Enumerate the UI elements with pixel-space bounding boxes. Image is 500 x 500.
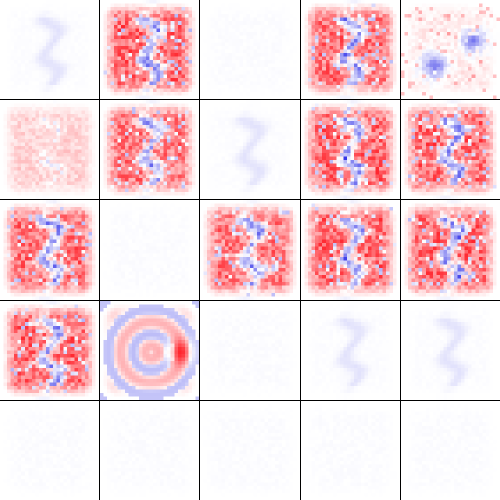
- saliency-tile: [300, 200, 400, 300]
- saliency-tile: [100, 0, 200, 100]
- saliency-tile: [0, 200, 100, 300]
- saliency-tile: [100, 300, 200, 400]
- saliency-heatmap: [300, 0, 400, 100]
- saliency-tile: [400, 300, 500, 400]
- saliency-heatmap: [300, 400, 400, 500]
- saliency-heatmap: [300, 100, 400, 200]
- saliency-heatmap: [200, 100, 300, 200]
- saliency-tile: [0, 300, 100, 400]
- saliency-heatmap: [100, 400, 200, 500]
- saliency-heatmap: [200, 300, 300, 400]
- saliency-heatmap: [100, 200, 200, 300]
- saliency-heatmap: [400, 300, 500, 400]
- saliency-tile: [400, 100, 500, 200]
- saliency-tile: [300, 0, 400, 100]
- saliency-tile: [0, 0, 100, 100]
- saliency-tile: [200, 100, 300, 200]
- saliency-tile: [200, 400, 300, 500]
- saliency-tile: [400, 200, 500, 300]
- saliency-heatmap: [400, 0, 500, 100]
- saliency-heatmap: [100, 300, 200, 400]
- saliency-heatmap: [0, 100, 100, 200]
- saliency-tile: [100, 100, 200, 200]
- saliency-heatmap: [100, 0, 200, 100]
- saliency-tile: [100, 200, 200, 300]
- saliency-tile: [0, 100, 100, 200]
- saliency-tile: [200, 200, 300, 300]
- saliency-tile: [400, 400, 500, 500]
- saliency-heatmap: [400, 100, 500, 200]
- saliency-tile: [300, 100, 400, 200]
- saliency-heatmap: [400, 200, 500, 300]
- saliency-heatmap: [0, 0, 100, 100]
- saliency-tile: [300, 400, 400, 500]
- saliency-heatmap: [0, 200, 100, 300]
- saliency-heatmap: [0, 400, 100, 500]
- saliency-heatmap: [200, 200, 300, 300]
- saliency-heatmap: [300, 200, 400, 300]
- saliency-heatmap: [400, 400, 500, 500]
- saliency-tile: [200, 300, 300, 400]
- saliency-heatmap: [300, 300, 400, 400]
- saliency-tile: [0, 400, 100, 500]
- saliency-tile: [200, 0, 300, 100]
- saliency-tile: [400, 0, 500, 100]
- saliency-tile: [300, 300, 400, 400]
- saliency-heatmap: [200, 0, 300, 100]
- saliency-heatmap: [100, 100, 200, 200]
- saliency-heatmap: [0, 300, 100, 400]
- saliency-heatmap: [200, 400, 300, 500]
- saliency-tile: [100, 400, 200, 500]
